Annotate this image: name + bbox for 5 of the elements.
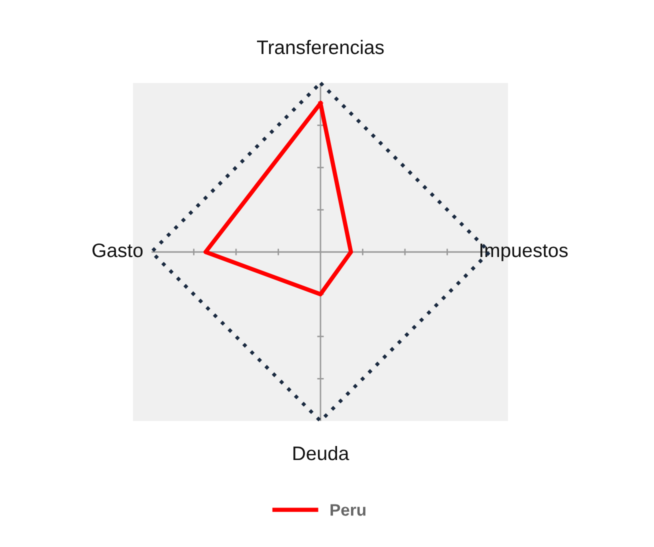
spoke-label: Gasto xyxy=(92,243,143,258)
legend-label: Peru xyxy=(330,504,366,516)
spoke-label: Transferencias xyxy=(257,40,384,54)
spoke-label: Impuestos xyxy=(480,244,568,262)
spoke-label: Deuda xyxy=(293,446,350,460)
